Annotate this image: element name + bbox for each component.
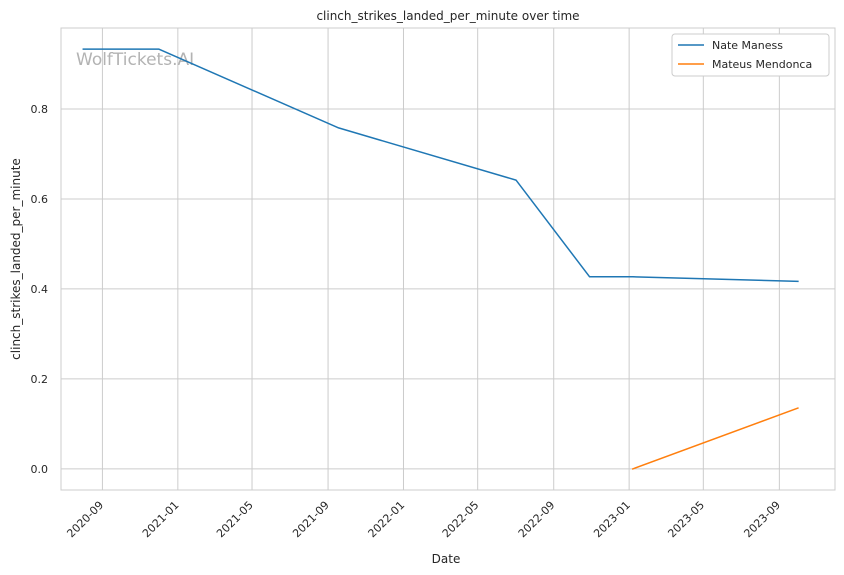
x-tick-label: 2021-09	[290, 499, 332, 541]
y-axis-label: clinch_strikes_landed_per_minute	[9, 158, 23, 360]
x-grid	[101, 28, 780, 490]
plot-area	[61, 28, 835, 490]
x-tick-label: 2020-09	[65, 499, 107, 541]
series-line	[82, 48, 799, 283]
plot-frame	[60, 27, 836, 491]
y-grid	[61, 108, 835, 470]
series-lines	[82, 48, 799, 470]
x-axis-label: Date	[432, 552, 461, 566]
legend-label: Nate Maness	[712, 39, 783, 52]
y-tick-label: 0.2	[31, 373, 49, 386]
x-tick-label: 2022-01	[366, 499, 408, 541]
series-line	[631, 407, 799, 470]
x-tick-label: 2022-09	[516, 499, 558, 541]
x-tick-label: 2023-05	[665, 499, 707, 541]
x-tick-label: 2021-05	[214, 499, 256, 541]
legend-label: Mateus Mendonca	[712, 58, 812, 71]
x-tick-label: 2022-05	[440, 499, 482, 541]
y-tick-label: 0.6	[31, 193, 49, 206]
legend-box	[671, 33, 830, 77]
x-tick-label: 2023-01	[591, 499, 633, 541]
x-tick-label: 2023-09	[741, 499, 783, 541]
y-tick-labels: 0.0 0.2 0.4 0.6 0.8	[31, 103, 49, 476]
watermark: WolfTickets.AI	[76, 50, 194, 70]
x-tick-label: 2021-01	[140, 499, 182, 541]
x-tick-labels: 2020-09 2021-01 2021-05 2021-09 2022-01 2022-…	[65, 499, 784, 541]
legend: Nate Maness Mateus Mendonca	[671, 33, 830, 77]
y-tick-label: 0.8	[31, 103, 49, 116]
chart-title: clinch_strikes_landed_per_minute over ti…	[316, 9, 579, 23]
y-tick-label: 0.4	[31, 283, 49, 296]
y-tick-label: 0.0	[31, 463, 49, 476]
